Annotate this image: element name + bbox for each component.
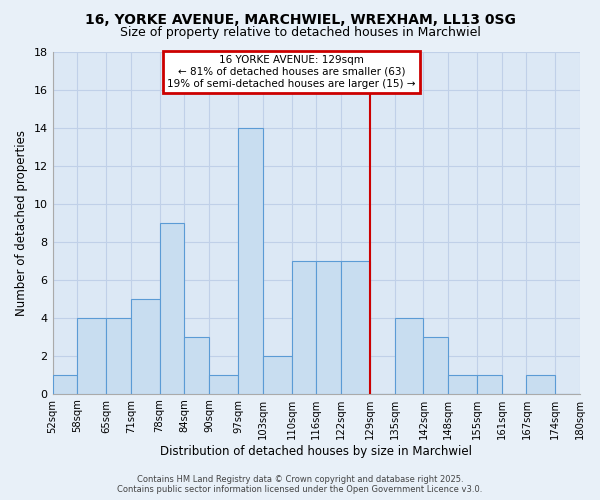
Text: 16, YORKE AVENUE, MARCHWIEL, WREXHAM, LL13 0SG: 16, YORKE AVENUE, MARCHWIEL, WREXHAM, LL…: [85, 12, 515, 26]
Bar: [106, 318, 131, 394]
Bar: [316, 260, 341, 394]
Bar: [263, 356, 292, 394]
Bar: [292, 260, 316, 394]
Bar: [448, 374, 477, 394]
Bar: [209, 374, 238, 394]
Text: Size of property relative to detached houses in Marchwiel: Size of property relative to detached ho…: [119, 26, 481, 39]
Text: 16 YORKE AVENUE: 129sqm
← 81% of detached houses are smaller (63)
19% of semi-de: 16 YORKE AVENUE: 129sqm ← 81% of detache…: [167, 56, 416, 88]
Y-axis label: Number of detached properties: Number of detached properties: [15, 130, 28, 316]
Bar: [131, 298, 160, 394]
Bar: [160, 222, 184, 394]
Text: Contains HM Land Registry data © Crown copyright and database right 2025.
Contai: Contains HM Land Registry data © Crown c…: [118, 474, 482, 494]
Bar: [77, 318, 106, 394]
Bar: [341, 260, 370, 394]
Bar: [526, 374, 555, 394]
Bar: [477, 374, 502, 394]
Bar: [53, 374, 77, 394]
Bar: [395, 318, 424, 394]
Bar: [184, 336, 209, 394]
Bar: [424, 336, 448, 394]
Bar: [238, 128, 263, 394]
X-axis label: Distribution of detached houses by size in Marchwiel: Distribution of detached houses by size …: [160, 444, 472, 458]
